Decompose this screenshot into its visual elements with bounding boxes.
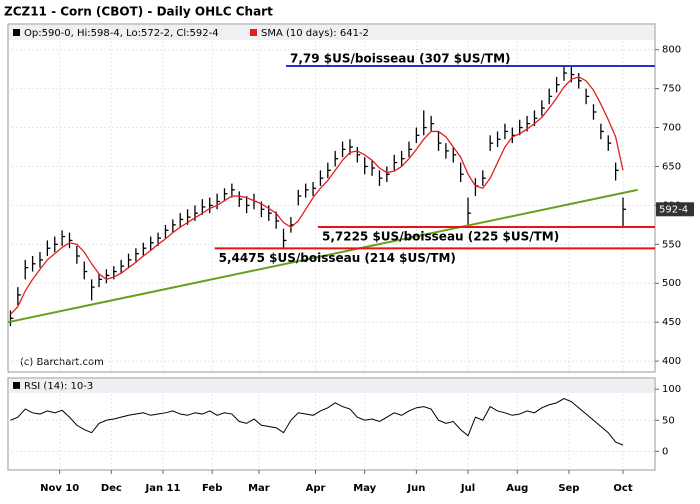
x-tick-label: Dec (101, 483, 122, 494)
price-panel (7, 23, 656, 373)
x-tick-label: Jun (406, 483, 425, 494)
x-tick-label: Jul (460, 483, 475, 494)
y-tick-label: 800 (662, 45, 681, 56)
x-tick-label: Sep (558, 483, 579, 494)
legend-text: RSI (14): 10-3 (24, 381, 93, 392)
last-price-label: 592-4 (659, 204, 688, 215)
y-tick-label: 50 (662, 415, 675, 426)
y-tick-label: 550 (662, 239, 681, 250)
y-tick-label: 400 (662, 356, 681, 367)
y-tick-label: 500 (662, 278, 681, 289)
x-tick-label: Feb (202, 483, 222, 494)
y-tick-label: 0 (662, 446, 668, 457)
rsi-legend-bar (9, 379, 654, 393)
x-tick-label: May (353, 483, 376, 494)
rsi-panel (7, 377, 656, 471)
level-label: 5,4475 $US/boisseau (214 $US/TM) (219, 251, 456, 265)
credit: (c) Barchart.com (20, 357, 104, 368)
x-tick-label: Oct (613, 483, 632, 494)
chart-title: ZCZ11 - Corn (CBOT) - Daily OHLC Chart (4, 5, 273, 19)
x-tick-label: Apr (306, 483, 326, 494)
y-tick-label: 750 (662, 84, 681, 95)
y-tick-label: 700 (662, 123, 681, 134)
legend-swatch (13, 382, 20, 389)
x-tick-label: Nov 10 (40, 483, 79, 494)
x-tick-label: Mar (248, 483, 270, 494)
trend-line (7, 188, 638, 324)
rsi-line (10, 397, 624, 446)
y-tick-label: 650 (662, 161, 681, 172)
sma-line (9, 76, 624, 315)
y-tick-label: 450 (662, 317, 681, 328)
legend-swatch (250, 29, 257, 36)
x-tick-label: Jan 11 (144, 483, 180, 494)
x-tick-label: Aug (506, 483, 528, 494)
legend-text: SMA (10 days): 641-2 (261, 28, 369, 39)
last-price-tag (656, 202, 694, 217)
legend-text: Op:590-0, Hi:598-4, Lo:572-2, Cl:592-4 (24, 28, 219, 39)
level-label: 7,79 $US/boisseau (307 $US/TM) (290, 52, 511, 66)
level-label: 5,7225 $US/boisseau (225 $US/TM) (322, 230, 559, 244)
y-tick-label: 100 (662, 384, 681, 395)
legend-bar (9, 25, 654, 40)
legend-swatch (13, 29, 20, 36)
